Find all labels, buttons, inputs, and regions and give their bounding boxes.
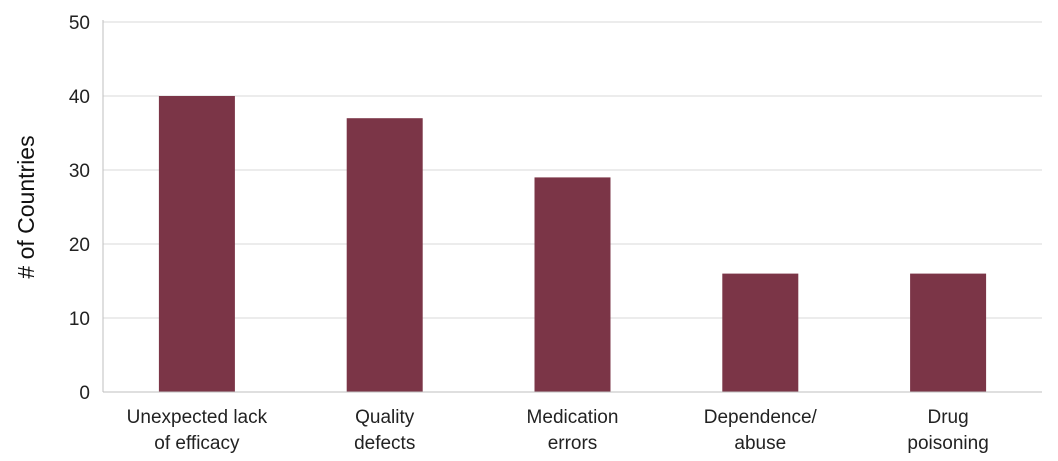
y-tick-label: 10 bbox=[69, 309, 90, 330]
y-tick-label: 30 bbox=[69, 161, 90, 182]
x-tick-label: Medication errors bbox=[527, 407, 619, 454]
bar bbox=[722, 273, 799, 392]
y-tick-label: 50 bbox=[69, 13, 90, 34]
x-tick-label: Drug poisoning bbox=[907, 407, 988, 454]
x-tick-label: Dependence/abuse bbox=[704, 407, 818, 454]
bar bbox=[158, 96, 235, 392]
y-axis-ticks: 0 10 20 30 40 50 bbox=[69, 13, 90, 404]
bar bbox=[346, 118, 423, 392]
y-tick-label: 0 bbox=[79, 383, 90, 404]
x-tick-label: Quality defects bbox=[354, 407, 415, 454]
bars bbox=[158, 96, 987, 392]
gridlines bbox=[103, 21, 1042, 319]
bar bbox=[534, 177, 611, 392]
x-axis-labels: Unexpected lack of efficacy Quality defects… bbox=[127, 407, 989, 454]
y-axis-title: # of Countries bbox=[13, 135, 39, 278]
x-tick-label: Unexpected lack of efficacy bbox=[127, 407, 268, 454]
bar bbox=[910, 273, 987, 392]
y-tick-label: 40 bbox=[69, 87, 90, 108]
y-tick-label: 20 bbox=[69, 235, 90, 256]
